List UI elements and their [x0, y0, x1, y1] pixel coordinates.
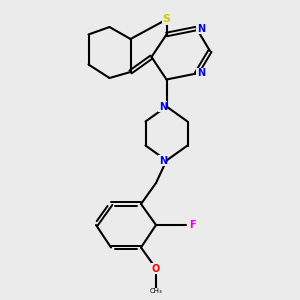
Text: N: N [159, 101, 167, 112]
Text: N: N [197, 68, 205, 79]
Text: N: N [197, 23, 205, 34]
Text: O: O [152, 263, 160, 274]
Text: CH₃: CH₃ [150, 288, 162, 294]
Text: F: F [189, 220, 195, 230]
Text: S: S [163, 14, 170, 25]
Text: N: N [159, 155, 167, 166]
